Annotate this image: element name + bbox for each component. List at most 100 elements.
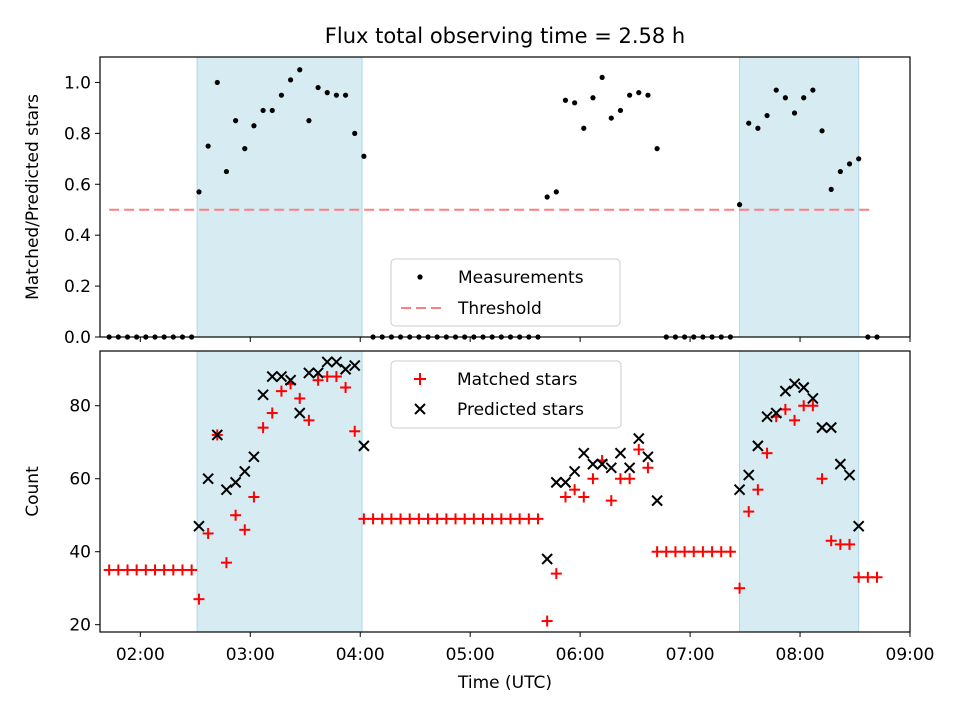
x-tick-label: 02:00 bbox=[116, 645, 165, 665]
x-tick-label: 06:00 bbox=[556, 645, 605, 665]
measurement-point bbox=[736, 202, 743, 208]
measurement-point bbox=[608, 115, 614, 121]
predicted-stars-point bbox=[312, 367, 324, 379]
measurement-point bbox=[553, 189, 559, 195]
matched-stars-point bbox=[330, 371, 342, 383]
predicted-stars-point bbox=[229, 476, 242, 489]
predicted-stars-point bbox=[294, 407, 306, 419]
measurement-point bbox=[654, 146, 660, 152]
bottom-panel: 20 40 60 80 02:00 03:00 04:00 05:00 06:00 07:00 08… bbox=[23, 350, 935, 693]
chart-title: Flux total observing time = 2.58 h bbox=[325, 24, 685, 48]
matched-stars-point bbox=[193, 593, 205, 605]
matched-stars-point bbox=[825, 535, 837, 547]
legend-marker-measurements bbox=[417, 274, 423, 280]
measurement-point bbox=[196, 189, 202, 195]
matched-stars-point bbox=[349, 425, 361, 437]
matched-stars-point bbox=[312, 374, 324, 386]
legend-label-predicted: Predicted stars bbox=[457, 400, 584, 420]
legend-marker-predicted bbox=[414, 403, 426, 415]
predicted-stars-point bbox=[852, 520, 865, 532]
shaded-region-2 bbox=[739, 350, 860, 633]
x-tick-label: 04:00 bbox=[336, 645, 385, 665]
legend-label-threshold: Threshold bbox=[457, 299, 542, 319]
predicted-stars-point bbox=[321, 356, 333, 368]
measurement-point bbox=[617, 107, 624, 114]
predicted-stars-point bbox=[339, 363, 352, 375]
matched-stars-point bbox=[779, 403, 791, 415]
measurement-point bbox=[856, 156, 862, 162]
predicted-stars-point bbox=[568, 465, 581, 478]
matched-stars-point bbox=[724, 546, 736, 558]
matched-stars-point bbox=[248, 491, 260, 503]
matched-stars-point bbox=[752, 484, 764, 496]
predicted-stars-point bbox=[559, 476, 572, 489]
predicted-stars-point bbox=[239, 465, 251, 478]
matched-stars-point bbox=[578, 491, 590, 503]
predicted-stars-point bbox=[752, 440, 764, 452]
shaded-region-2 bbox=[739, 56, 860, 338]
predicted-stars-point bbox=[633, 432, 645, 445]
measurement-point bbox=[764, 112, 770, 119]
predicted-stars-point bbox=[303, 367, 315, 379]
predicted-stars-point bbox=[770, 407, 782, 419]
y-axis-label: Matched/Predicted stars bbox=[23, 94, 43, 300]
measurement-point bbox=[846, 161, 853, 167]
measurement-point bbox=[782, 95, 788, 101]
measurement-point bbox=[287, 77, 294, 83]
measurement-point bbox=[645, 92, 651, 98]
matched-stars-point bbox=[569, 484, 581, 496]
axes-frame bbox=[99, 350, 911, 633]
legend-box bbox=[390, 360, 622, 429]
measurement-point bbox=[819, 128, 825, 134]
x-tick-label: 05:00 bbox=[446, 645, 495, 665]
predicted-stars-point bbox=[202, 473, 214, 485]
x-tick-label: 07:00 bbox=[666, 645, 715, 665]
measurement-point bbox=[342, 92, 349, 98]
matched-stars-point bbox=[605, 495, 617, 507]
measurement-point bbox=[791, 110, 798, 116]
predicted-stars-point bbox=[614, 447, 627, 459]
matched-stars-point bbox=[239, 524, 251, 536]
predicted-stars-point bbox=[257, 389, 269, 401]
x-tick-label: 09:00 bbox=[886, 645, 935, 665]
measurement-point bbox=[278, 92, 285, 98]
matched-stars-point bbox=[871, 571, 883, 583]
measurement-point bbox=[223, 168, 230, 175]
y-tick-label: 40 bbox=[69, 543, 91, 563]
y-tick-label: 0.6 bbox=[64, 175, 91, 195]
measurement-point bbox=[251, 123, 257, 129]
predicted-stars-point bbox=[550, 476, 563, 489]
predicted-stars-point bbox=[651, 494, 663, 507]
y-tick-label: 0.0 bbox=[64, 328, 91, 348]
matched-stars-point bbox=[220, 557, 232, 569]
predicted-stars-point bbox=[743, 469, 755, 481]
matched-stars-point bbox=[275, 385, 287, 397]
measurement-point bbox=[627, 92, 633, 98]
predicted-stars-point bbox=[798, 381, 810, 394]
matched-stars-point bbox=[642, 462, 654, 474]
measurement-point bbox=[214, 79, 220, 86]
matched-stars-point bbox=[532, 513, 544, 525]
predicted-stars-point bbox=[358, 440, 370, 452]
predicted-stars-point bbox=[349, 359, 361, 372]
measurement-point bbox=[581, 125, 587, 131]
measurement-point bbox=[233, 118, 239, 124]
predicted-stars-point bbox=[541, 553, 553, 565]
legend-marker-matched bbox=[414, 373, 426, 385]
legend-top: Measurements Threshold bbox=[390, 258, 621, 327]
predicted-stars-point bbox=[761, 410, 773, 423]
measurement-point bbox=[590, 95, 596, 101]
predicted-stars-point bbox=[779, 385, 792, 397]
predicted-stars-point bbox=[330, 356, 343, 368]
matched-stars-point bbox=[202, 527, 214, 539]
predicted-stars-point bbox=[733, 483, 746, 496]
measurement-point bbox=[562, 97, 569, 103]
measurement-point bbox=[205, 143, 211, 149]
matched-stars-point bbox=[340, 381, 352, 393]
predicted-stars-point bbox=[266, 370, 278, 383]
measurement-point bbox=[306, 118, 312, 124]
shaded-region-1 bbox=[196, 350, 363, 633]
matched-stars-point bbox=[230, 509, 242, 521]
y-tick-label: 20 bbox=[69, 616, 91, 636]
matched-stars-point bbox=[633, 444, 645, 456]
